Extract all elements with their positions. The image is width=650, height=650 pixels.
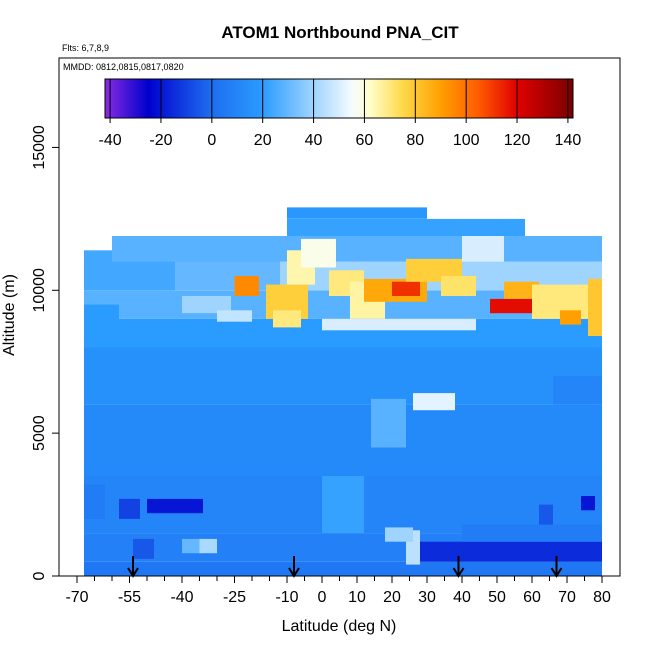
heatmap-cell bbox=[287, 218, 525, 236]
x-tick-label: 80 bbox=[593, 589, 611, 606]
heatmap-cell bbox=[199, 538, 217, 554]
x-tick-label: 0 bbox=[318, 589, 327, 606]
colorbar-bar bbox=[104, 78, 574, 119]
x-tick-label: -55 bbox=[118, 589, 141, 606]
x-tick-label: -10 bbox=[275, 589, 298, 606]
heatmap-cell bbox=[322, 476, 364, 534]
heatmap-cell bbox=[462, 236, 504, 262]
heatmap-cell bbox=[560, 310, 581, 325]
heatmap-cell bbox=[147, 498, 203, 514]
heatmap-cell bbox=[413, 393, 455, 411]
heatmap-cell bbox=[371, 398, 406, 448]
colorbar-tick-label: 0 bbox=[207, 132, 216, 149]
colorbar-tick-label: 20 bbox=[254, 132, 272, 149]
dates-annotation: MMDD: 0812,0815,0817,0820 bbox=[63, 62, 184, 72]
x-tick-label: 20 bbox=[383, 589, 401, 606]
colorbar-tick-label: -40 bbox=[99, 132, 122, 149]
colorbar-tick-label: 80 bbox=[406, 132, 424, 149]
x-tick-label: 40 bbox=[453, 589, 471, 606]
heatmap-cell bbox=[581, 496, 595, 511]
y-axis-label: Altitude (m) bbox=[1, 274, 18, 356]
heatmap-cell bbox=[273, 310, 301, 328]
heatmap-cell bbox=[84, 304, 119, 348]
heatmap-cell bbox=[133, 538, 154, 559]
x-tick-label: 50 bbox=[488, 589, 506, 606]
chart-title: ATOM1 Northbound PNA_CIT bbox=[221, 23, 459, 42]
heatmap-cell bbox=[441, 276, 476, 296]
y-tick-label: 5000 bbox=[31, 415, 48, 451]
colorbar-tick-label: 140 bbox=[555, 132, 582, 149]
heatmap-cell bbox=[490, 298, 532, 314]
heatmap-cell bbox=[112, 236, 602, 262]
heatmap-cell bbox=[84, 484, 105, 519]
x-tick-label: 10 bbox=[348, 589, 366, 606]
x-tick-label: 60 bbox=[523, 589, 541, 606]
y-axis: 0 5000 10000 15000 bbox=[31, 125, 60, 580]
heatmap-cell bbox=[301, 238, 336, 268]
heatmap-cell bbox=[539, 504, 553, 525]
x-axis: -70 -55 -40 -25 -10 0 10 20 30 40 50 60 70 80 bbox=[65, 575, 611, 606]
colorbar-tick-label: 40 bbox=[305, 132, 323, 149]
colorbar-tick-label: 60 bbox=[356, 132, 374, 149]
heatmap-cell bbox=[287, 207, 427, 219]
heatmap-cell bbox=[84, 561, 602, 576]
colorbar-tick-label: 120 bbox=[504, 132, 531, 149]
x-tick-label: -40 bbox=[170, 589, 193, 606]
x-axis-label: Latitude (deg N) bbox=[282, 618, 397, 635]
heatmap-cell bbox=[553, 376, 602, 405]
x-tick-label: 30 bbox=[418, 589, 436, 606]
heatmap-cell bbox=[462, 524, 602, 542]
colorbar-tick-label: -20 bbox=[149, 132, 172, 149]
flights-annotation: Flts: 6,7,8,9 bbox=[62, 43, 109, 53]
x-tick-label: -70 bbox=[65, 589, 88, 606]
colorbar-tick-label: 100 bbox=[453, 132, 480, 149]
x-tick-label: -25 bbox=[223, 589, 246, 606]
heatmap-cell bbox=[217, 310, 252, 322]
heatmap-layer bbox=[84, 207, 602, 576]
y-tick-label: 15000 bbox=[31, 125, 48, 170]
y-tick-label: 0 bbox=[31, 571, 48, 580]
heatmap-cell bbox=[322, 318, 476, 331]
heatmap-cell bbox=[413, 541, 602, 562]
heatmap-cell bbox=[119, 498, 140, 519]
heatmap-cell bbox=[504, 281, 539, 299]
heatmap-cell bbox=[385, 527, 413, 542]
x-tick-label: 70 bbox=[558, 589, 576, 606]
heatmap-cell bbox=[84, 404, 602, 476]
heatmap-cell bbox=[84, 347, 602, 405]
heatmap-cell bbox=[234, 276, 259, 296]
heatmap-cell bbox=[182, 538, 203, 554]
heatmap-cell bbox=[588, 278, 602, 336]
colorbar: -40 -20 0 20 40 60 80 100 120 140 bbox=[99, 78, 582, 149]
y-tick-label: 10000 bbox=[31, 268, 48, 313]
heatmap-cell bbox=[392, 281, 420, 296]
heatmap-cell bbox=[182, 296, 231, 314]
